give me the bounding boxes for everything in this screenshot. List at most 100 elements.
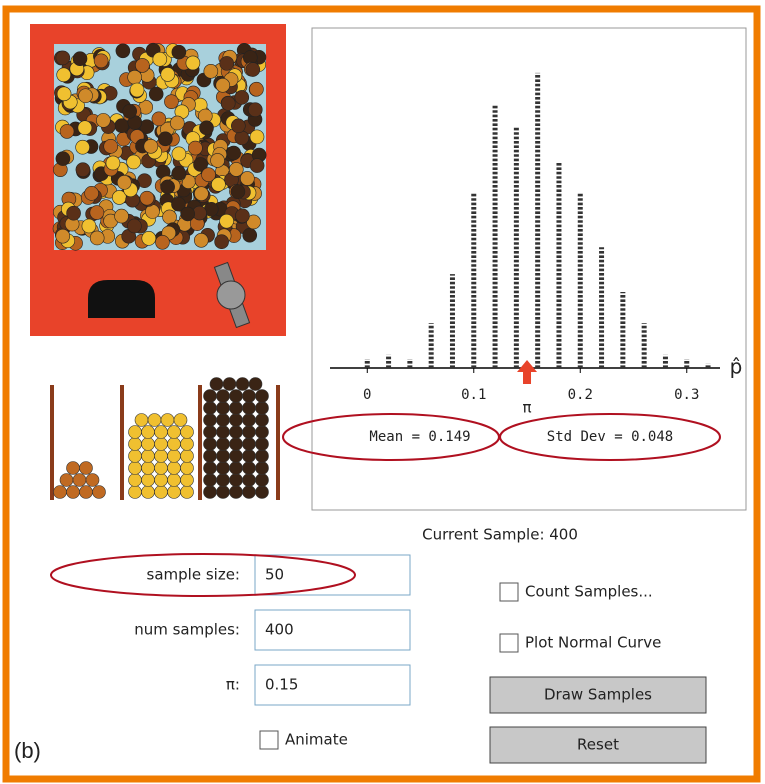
gumball <box>142 426 155 439</box>
gumball <box>243 228 257 242</box>
gumball <box>230 450 243 463</box>
gumball <box>56 229 70 243</box>
checkbox[interactable] <box>260 731 278 749</box>
gumball <box>217 438 230 451</box>
gumball <box>142 474 155 487</box>
gumball <box>216 78 230 92</box>
gumball <box>80 462 93 475</box>
gumball <box>211 153 225 167</box>
gumball <box>85 186 99 200</box>
gumball <box>127 219 141 233</box>
gumball <box>116 44 130 58</box>
button-label: Draw Samples <box>544 686 652 704</box>
gumball <box>243 474 256 487</box>
gumball <box>250 130 264 144</box>
gumball <box>152 112 166 126</box>
gumball <box>60 474 73 487</box>
gumball <box>168 474 181 487</box>
gumball <box>168 450 181 463</box>
gumball <box>130 83 144 97</box>
gumball <box>256 450 269 463</box>
x-tick-label: 0.1 <box>461 387 486 403</box>
gumball <box>181 486 194 499</box>
gumball <box>249 378 262 391</box>
field-label: π: <box>226 676 240 694</box>
gumball <box>142 450 155 463</box>
gumball <box>172 166 186 180</box>
gumball <box>161 67 175 81</box>
gumball <box>221 96 235 110</box>
gumball <box>204 474 217 487</box>
gumball <box>204 64 218 78</box>
field-value: 400 <box>265 621 294 639</box>
gumball <box>204 402 217 415</box>
checkbox-label: Count Samples... <box>525 583 653 601</box>
gumball <box>220 214 234 228</box>
gumball <box>117 175 131 189</box>
gumball <box>80 486 93 499</box>
gumball <box>181 450 194 463</box>
gumball <box>115 209 129 223</box>
gumball <box>246 63 260 77</box>
gumball <box>181 426 194 439</box>
status: Current Sample: 400 <box>422 526 578 544</box>
checkbox[interactable] <box>500 634 518 652</box>
gumball <box>153 52 167 66</box>
gumball <box>54 486 67 499</box>
gumball <box>129 438 142 451</box>
gumball <box>181 438 194 451</box>
gumball <box>123 104 137 118</box>
gumball <box>217 390 230 403</box>
x-axis-label: p̂ <box>730 355 743 379</box>
gumball <box>231 119 245 133</box>
gumball <box>127 155 141 169</box>
gumball <box>73 52 87 66</box>
gumball <box>168 462 181 475</box>
gumball <box>56 152 70 166</box>
gumball <box>57 68 71 82</box>
gumball <box>210 378 223 391</box>
gumball <box>129 450 142 463</box>
gumball <box>204 486 217 499</box>
caption: (b) <box>14 738 41 763</box>
pi-marker-label: π <box>522 399 531 417</box>
gumball <box>256 474 269 487</box>
gumball <box>168 438 181 451</box>
gumball <box>161 180 175 194</box>
gumball <box>129 486 142 499</box>
gumball <box>90 231 104 245</box>
gumball <box>163 210 177 224</box>
gumball <box>148 414 161 427</box>
gumball <box>204 414 217 427</box>
gumball <box>144 139 158 153</box>
gumball <box>248 103 262 117</box>
gumball <box>230 426 243 439</box>
gumball <box>204 462 217 475</box>
gumball <box>243 450 256 463</box>
gumball <box>181 462 194 475</box>
gumball <box>236 378 249 391</box>
x-tick-label: 0.3 <box>674 387 699 403</box>
gumball <box>155 450 168 463</box>
gumball <box>128 70 142 84</box>
gumball <box>82 219 96 233</box>
gumball <box>256 426 269 439</box>
gumball <box>181 474 194 487</box>
gumball <box>168 426 181 439</box>
gumball <box>217 474 230 487</box>
gumball <box>76 140 90 154</box>
gumball <box>217 426 230 439</box>
gumball <box>204 390 217 403</box>
gumball <box>256 402 269 415</box>
gumball <box>199 121 213 135</box>
gumball <box>94 54 108 68</box>
gumball <box>96 113 110 127</box>
gumball <box>161 414 174 427</box>
gumball <box>67 486 80 499</box>
gumball <box>106 156 120 170</box>
gumball <box>135 58 149 72</box>
gumball <box>140 191 154 205</box>
gumball <box>170 116 184 130</box>
gumball <box>249 82 263 96</box>
checkbox[interactable] <box>500 583 518 601</box>
